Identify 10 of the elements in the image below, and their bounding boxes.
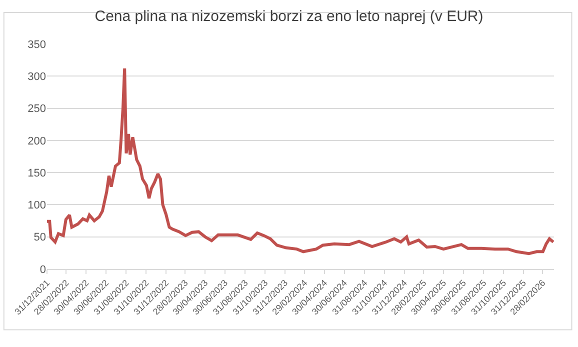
y-tick-label: 150 (28, 167, 46, 180)
chart-title: Cena plina na nizozemski borzi za eno leto naprej (v EUR) (94, 8, 484, 25)
y-tick-label: 0 (40, 264, 46, 276)
y-tick-label: 50 (34, 232, 46, 244)
y-tick-label: 250 (28, 103, 46, 116)
y-tick-label: 200 (28, 135, 46, 148)
y-tick-label: 350 (28, 38, 46, 51)
y-tick-label: 300 (28, 70, 46, 83)
line-series (47, 66, 554, 256)
y-tick-label: 100 (28, 200, 46, 212)
